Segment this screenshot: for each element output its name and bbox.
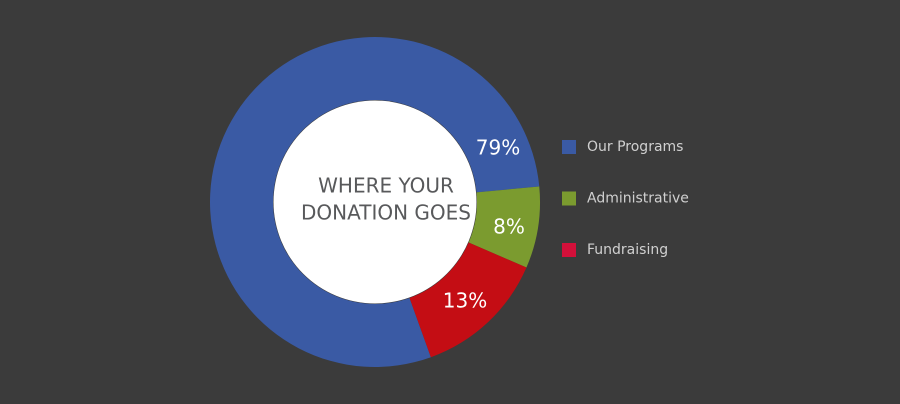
chart-title: WHERE YOUR [318, 174, 454, 198]
donut-slice [468, 186, 540, 268]
legend-label: Administrative [587, 191, 689, 207]
legend-swatch [562, 140, 576, 154]
legend-label: Fundraising [587, 242, 668, 258]
value-label: 79% [476, 136, 520, 160]
legend-swatch [562, 191, 576, 206]
donut-hole [273, 100, 477, 304]
value-label: 8% [493, 215, 525, 239]
value-label: 13% [443, 289, 487, 313]
donut-slice [409, 242, 527, 358]
legend-swatch [562, 243, 576, 257]
legend-label: Our Programs [587, 139, 683, 155]
chart-title: DONATION GOES [301, 201, 471, 225]
donut-slice [210, 37, 540, 367]
